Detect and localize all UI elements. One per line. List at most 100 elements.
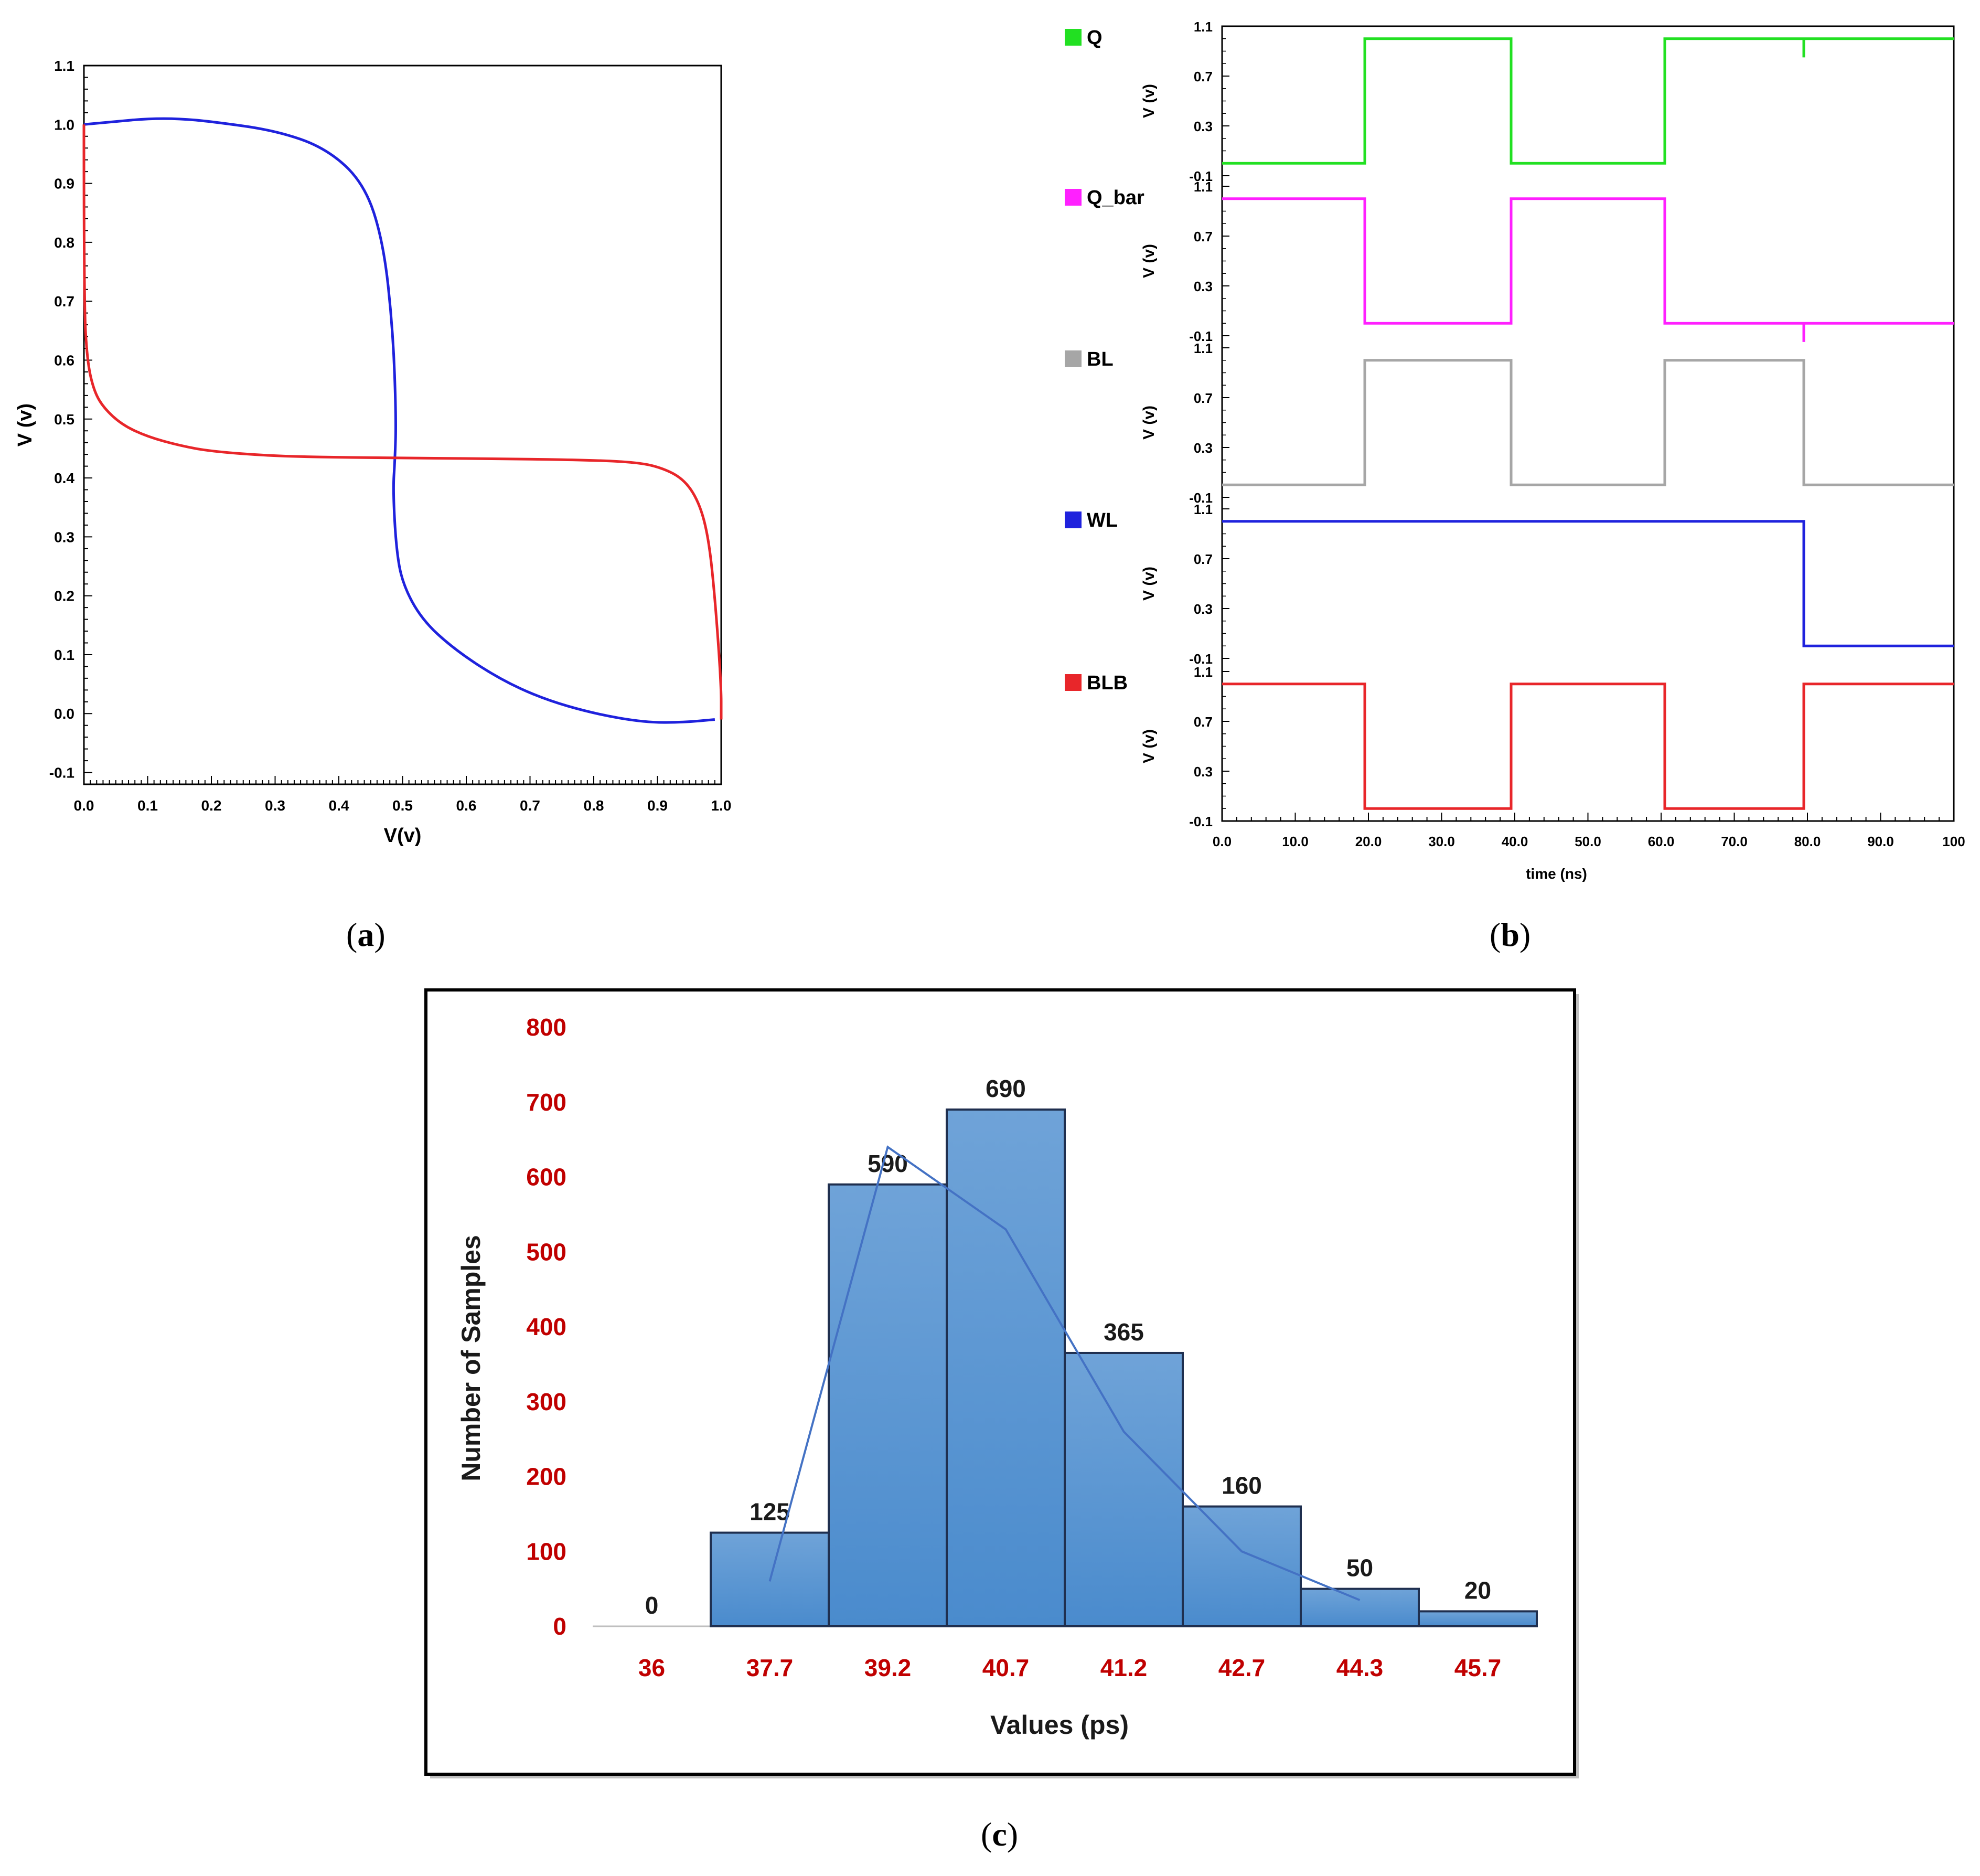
y-tick-label-b: 0.3 — [1194, 601, 1213, 617]
y-tick-label-c: 500 — [526, 1238, 566, 1265]
x-tick-label-b: 0.0 — [1213, 834, 1232, 849]
y-axis-title-b: V (v) — [1140, 406, 1158, 440]
y-tick-label-a: 0.3 — [54, 529, 74, 545]
y-axis-title-c: Number of Samples — [456, 1235, 486, 1481]
y-tick-label-c: 400 — [526, 1313, 566, 1340]
data-label: 20 — [1464, 1576, 1491, 1604]
y-tick-label-a: 1.0 — [54, 116, 74, 133]
legend-label-wl: WL — [1087, 509, 1118, 531]
y-tick-label-a: 0.5 — [54, 411, 74, 428]
legend-label-q_bar: Q_bar — [1087, 187, 1144, 209]
y-tick-label-c: 800 — [526, 1014, 566, 1041]
y-tick-label-b: 0.3 — [1194, 764, 1213, 780]
x-tick-label-b: 70.0 — [1721, 834, 1748, 849]
x-tick-label-b: 80.0 — [1794, 834, 1821, 849]
x-tick-label-b: 60.0 — [1648, 834, 1675, 849]
y-tick-label-c: 700 — [526, 1089, 566, 1116]
legend-swatch-q_bar — [1065, 189, 1082, 206]
chart-a: 0.0 0.1 0.2 0.3 0.4 0.5 0.6 0.7 0.8 0.9 1.0-0.10.0… — [14, 58, 731, 847]
x-tick-label-b: 20.0 — [1355, 834, 1382, 849]
x-tick-label-b: 10.0 — [1282, 834, 1309, 849]
y-tick-label-b: 0.7 — [1194, 390, 1213, 406]
x-tick-label-c: 37.7 — [746, 1654, 794, 1681]
y-tick-label-a: 0.0 — [54, 706, 74, 722]
data-label: 125 — [750, 1498, 790, 1526]
legend-swatch-blb — [1065, 674, 1082, 691]
y-tick-label-b: 0.7 — [1194, 229, 1213, 244]
legend-label-blb: BLB — [1087, 672, 1128, 694]
panel-label-b: (b) — [1490, 916, 1531, 953]
plot-area-a — [83, 65, 722, 785]
y-tick-label-b: 0.7 — [1194, 551, 1213, 567]
bar — [1182, 1505, 1302, 1628]
y-tick-label-c: 200 — [526, 1463, 566, 1490]
y-tick-label-b: 0.3 — [1194, 119, 1213, 134]
y-axis-title-b: V (v) — [1140, 244, 1158, 278]
x-axis-title-b: time (ns) — [1526, 866, 1587, 882]
x-tick-label-c: 42.7 — [1218, 1654, 1266, 1681]
waveform-wl — [1222, 520, 1954, 647]
x-axis-title-a: V(v) — [384, 825, 422, 847]
x-tick-label-c: 45.7 — [1454, 1654, 1502, 1681]
bar — [1064, 1351, 1184, 1627]
x-tick-label-a: 1.0 — [711, 797, 732, 814]
series-line-a — [82, 124, 723, 720]
x-tick-label-b: 30.0 — [1428, 834, 1455, 849]
data-label: 590 — [868, 1150, 908, 1177]
waveform-bl — [1222, 359, 1954, 486]
y-tick-label-a: 0.1 — [54, 647, 74, 663]
x-tick-label-a: 0.7 — [520, 797, 540, 814]
y-tick-label-a: 0.2 — [54, 588, 74, 604]
y-tick-label-b: 0.7 — [1194, 69, 1213, 84]
y-tick-label-c: 100 — [526, 1538, 566, 1565]
waveform-q_bar — [1222, 197, 1954, 342]
y-tick-label-b: 1.1 — [1194, 502, 1213, 517]
bar — [828, 1183, 948, 1627]
y-tick-label-b: 1.1 — [1194, 179, 1213, 195]
y-tick-label-a: 0.6 — [54, 352, 74, 368]
x-tick-label-b: 40.0 — [1502, 834, 1528, 849]
chart-c: 800 700 600 500 400 300 200 100 0 0 36 125 37.7 590 39… — [424, 988, 1579, 1778]
plot-area-b — [1221, 25, 1955, 822]
x-tick-label-a: 0.8 — [584, 797, 604, 814]
x-tick-label-b: 50.0 — [1575, 834, 1601, 849]
bar — [1418, 1610, 1538, 1627]
legend-swatch-wl — [1065, 511, 1082, 528]
waveform-q — [1222, 37, 1954, 165]
panel-label-c: (c) — [981, 1816, 1019, 1853]
y-tick-label-b: 0.7 — [1194, 714, 1213, 730]
data-label: 0 — [645, 1592, 659, 1619]
data-label: 365 — [1104, 1318, 1144, 1346]
y-tick-label-b: 0.3 — [1194, 440, 1213, 456]
x-tick-label-a: 0.5 — [392, 797, 413, 814]
y-axis-title-b: V (v) — [1140, 84, 1158, 118]
bar — [1300, 1587, 1420, 1627]
data-label: 160 — [1222, 1472, 1262, 1499]
legend-swatch-bl — [1065, 350, 1082, 367]
x-tick-label-c: 40.7 — [982, 1654, 1030, 1681]
y-tick-label-b: 1.1 — [1194, 340, 1213, 356]
x-tick-label-a: 0.6 — [456, 797, 477, 814]
y-tick-label-a: 0.9 — [54, 176, 74, 192]
y-tick-label-b: 0.3 — [1194, 279, 1213, 294]
x-tick-label-a: 0.9 — [647, 797, 668, 814]
x-tick-label-c: 44.3 — [1336, 1654, 1384, 1681]
y-tick-label-c: 300 — [526, 1388, 566, 1415]
x-tick-label-a: 0.3 — [265, 797, 285, 814]
legend-label-q: Q — [1087, 27, 1103, 49]
y-tick-label-b: 1.1 — [1194, 19, 1213, 35]
x-tick-label-a: 0.0 — [74, 797, 94, 814]
x-tick-label-c: 41.2 — [1100, 1654, 1148, 1681]
trend-line — [768, 1145, 1361, 1601]
panel-label-a: (a) — [346, 916, 386, 953]
y-axis-title-b: V (v) — [1140, 729, 1158, 763]
legend-label-bl: BL — [1087, 348, 1114, 370]
y-tick-label-b: -0.1 — [1189, 490, 1213, 506]
y-tick-label-c: 600 — [526, 1164, 566, 1191]
data-label: 690 — [986, 1075, 1026, 1102]
waveform-blb — [1222, 683, 1954, 810]
y-axis-title-b: V (v) — [1140, 567, 1158, 601]
y-tick-label-a: -0.1 — [49, 765, 74, 781]
